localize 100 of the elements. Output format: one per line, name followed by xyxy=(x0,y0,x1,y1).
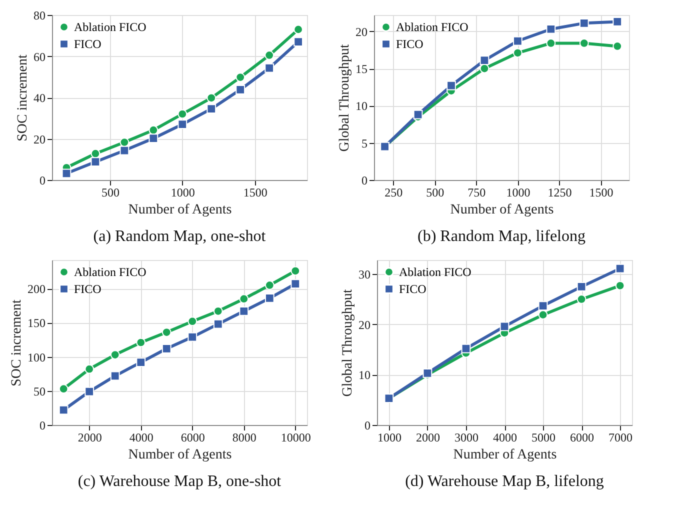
point xyxy=(579,18,589,28)
point xyxy=(264,50,274,60)
x-tick-label: 4000 xyxy=(493,430,517,444)
x-tick-label: 500 xyxy=(101,186,120,200)
legend-label: FICO xyxy=(74,282,102,296)
point xyxy=(148,134,158,144)
y-tick-label: 20 xyxy=(356,24,368,39)
point xyxy=(178,109,188,119)
point xyxy=(500,322,510,332)
point xyxy=(84,386,94,396)
point xyxy=(290,279,300,289)
legend-label: FICO xyxy=(399,282,427,296)
point xyxy=(136,338,146,348)
x-tick-label: 1250 xyxy=(548,186,572,200)
point xyxy=(84,364,94,374)
point xyxy=(290,266,300,276)
point xyxy=(110,371,120,381)
x-tick-label: 6000 xyxy=(180,430,205,444)
x-tick-label: 3000 xyxy=(454,430,478,444)
x-axis-title: Number of Agents xyxy=(450,202,554,218)
y-tick-label: 10 xyxy=(356,99,368,114)
text: (a) Random Map, one-shot xyxy=(93,228,266,245)
y-tick-label: 20 xyxy=(358,318,370,332)
point xyxy=(206,93,216,103)
y-axis-title: SOC increment xyxy=(16,54,30,142)
point xyxy=(480,64,490,74)
x-tick-label: 4000 xyxy=(129,430,154,444)
point xyxy=(148,125,158,135)
point xyxy=(546,38,556,48)
point xyxy=(58,405,68,415)
point xyxy=(264,63,274,73)
point xyxy=(58,384,68,394)
y-tick-label: 0 xyxy=(40,418,46,432)
y-tick-label: 0 xyxy=(40,174,46,188)
point xyxy=(294,37,303,46)
y-tick-label: 0 xyxy=(364,418,370,432)
x-tick-label: 500 xyxy=(426,186,444,200)
point xyxy=(188,332,198,342)
point xyxy=(264,280,274,290)
text: (c) Warehouse Map B, one-shot xyxy=(78,473,282,490)
x-tick-label: 1000 xyxy=(506,186,530,200)
point xyxy=(480,56,490,66)
point xyxy=(162,344,172,354)
text: (d) Warehouse Map B, lifelong xyxy=(405,473,604,490)
y-tick-label: 200 xyxy=(28,282,46,296)
y-tick-label: 100 xyxy=(28,350,46,364)
point xyxy=(446,80,456,90)
legend-label: FICO xyxy=(74,37,102,51)
legend-label: Ablation FICO xyxy=(74,20,147,34)
x-axis-title: Number of Agents xyxy=(128,448,232,462)
point xyxy=(90,157,100,167)
text: (b) Random Map, lifelong xyxy=(418,228,586,245)
point xyxy=(513,48,522,58)
point xyxy=(615,264,625,274)
point xyxy=(213,306,223,316)
point xyxy=(264,294,274,303)
point xyxy=(579,38,589,48)
x-tick-label: 1500 xyxy=(589,186,614,200)
point xyxy=(236,72,246,82)
y-tick-label: 10 xyxy=(358,368,370,382)
point xyxy=(546,24,556,34)
point xyxy=(62,168,72,178)
y-tick-label: 30 xyxy=(358,268,370,282)
x-axis-title: Number of Agents xyxy=(453,448,557,462)
y-tick-label: 20 xyxy=(34,132,46,146)
point xyxy=(136,358,146,367)
y-tick-label: 5 xyxy=(362,136,368,150)
x-tick-label: 5000 xyxy=(532,430,556,444)
x-tick-label: 1500 xyxy=(243,186,268,200)
point xyxy=(239,294,249,304)
y-tick-label: 50 xyxy=(34,384,46,398)
x-tick-label: 6000 xyxy=(570,430,594,444)
point xyxy=(576,282,586,292)
x-tick-label: 250 xyxy=(384,186,403,200)
point xyxy=(538,310,548,320)
x-tick-label: 750 xyxy=(468,186,486,200)
y-tick-label: 40 xyxy=(34,91,46,105)
point xyxy=(110,350,120,360)
y-axis-title: SOC increment xyxy=(10,300,24,386)
point xyxy=(236,84,246,94)
y-tick-label: 150 xyxy=(28,316,46,330)
point xyxy=(188,316,198,326)
point xyxy=(239,306,249,316)
point xyxy=(213,319,223,329)
y-tick-label: 15 xyxy=(356,62,368,76)
x-tick-label: 2000 xyxy=(78,430,102,444)
point xyxy=(120,146,130,156)
legend-label: Ablation FICO xyxy=(74,265,147,279)
point xyxy=(538,301,548,310)
x-tick-label: 1000 xyxy=(377,430,402,444)
point xyxy=(178,120,188,129)
legend-label: Ablation FICO xyxy=(399,265,472,279)
x-tick-label: 2000 xyxy=(416,430,440,444)
legend-label: Ablation FICO xyxy=(396,20,469,34)
x-axis-title: Number of Agents xyxy=(128,202,232,218)
y-tick-label: 0 xyxy=(362,174,368,188)
point xyxy=(576,294,586,304)
y-axis-title: Global Throughput xyxy=(338,44,352,152)
y-axis-title: Global Throughput xyxy=(340,289,356,397)
y-tick-label: 80 xyxy=(34,8,46,22)
